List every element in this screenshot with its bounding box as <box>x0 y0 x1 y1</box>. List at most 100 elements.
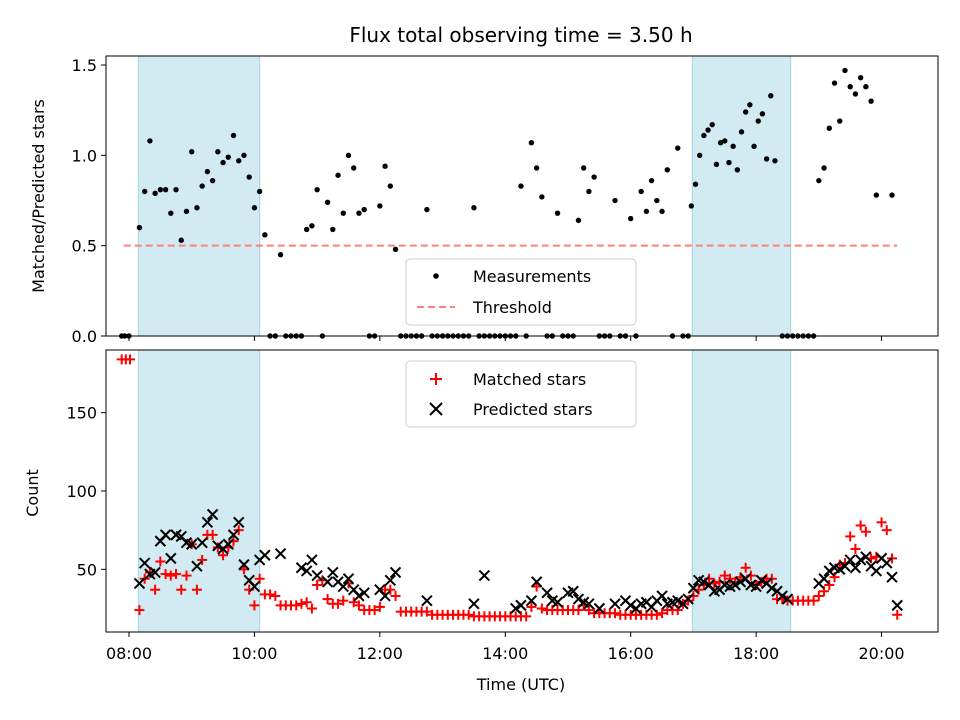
measurement-point <box>147 138 153 144</box>
measurement-point <box>742 109 749 115</box>
y-tick-label: 0.0 <box>72 327 97 346</box>
predicted-star-point <box>567 585 579 597</box>
x-axis-label: Time (UTC) <box>476 675 565 694</box>
predicted-star-point <box>238 558 250 571</box>
measurement-point <box>873 192 880 198</box>
predicted-star-point <box>656 590 668 602</box>
measurement-point <box>303 226 310 233</box>
legend-measurements-label: Measurements <box>473 267 591 286</box>
y-tick-label: 0.5 <box>72 237 97 256</box>
predicted-star-point <box>421 594 433 607</box>
measurement-point <box>241 152 247 159</box>
matched-star-point <box>526 601 537 612</box>
measurement-point <box>755 118 761 124</box>
predicted-star-point <box>834 563 846 576</box>
measurement-point <box>722 138 728 144</box>
matched-star-point <box>536 603 547 614</box>
top-legend-box <box>405 258 637 326</box>
measurement-point <box>345 152 352 159</box>
matched-star-point <box>390 590 401 601</box>
matched-star-point <box>322 594 333 605</box>
predicted-star-point <box>201 516 214 529</box>
measurement-point <box>837 118 843 124</box>
predicted-star-point <box>515 599 527 612</box>
measurement-point <box>591 174 597 180</box>
predicted-star-point <box>593 602 606 615</box>
y-tick-label: 150 <box>66 404 97 423</box>
bottom-panel: 50 100 150 08:00 10:00 12:00 14:00 16:00 18:00 2… <box>23 349 939 694</box>
top-shaded-spans <box>137 56 792 336</box>
matched-star-point <box>740 562 751 573</box>
matched-star-point <box>265 589 276 600</box>
predicted-star-point <box>212 540 224 552</box>
measurement-point <box>236 158 242 164</box>
predicted-star-point <box>530 576 543 588</box>
matched-star-point <box>824 580 835 590</box>
observing-window-span <box>692 56 791 336</box>
measurement-point <box>178 237 184 243</box>
measurement-point <box>141 188 148 195</box>
top-y-axis-label: Matched/Predicted stars <box>29 99 48 293</box>
measurement-point <box>183 208 190 215</box>
measurement-point <box>387 183 394 189</box>
measurement-point <box>852 91 859 97</box>
measurement-point <box>225 154 231 160</box>
predicted-star-point <box>672 594 684 607</box>
matched-star-point <box>291 600 302 611</box>
x-tick-label: 14:00 <box>482 644 528 663</box>
measurement-point <box>726 159 732 166</box>
measurement-point <box>351 165 357 171</box>
matched-star-point <box>144 567 155 578</box>
predicted-star-point <box>729 579 741 591</box>
measurement-point <box>847 84 853 90</box>
predicted-star-point <box>572 593 585 605</box>
measurement-point <box>738 129 745 135</box>
legend-threshold-label: Threshold <box>472 298 552 317</box>
measurement-point <box>189 149 195 155</box>
measurement-point <box>772 158 778 164</box>
measurement-point <box>575 217 582 224</box>
measurement-point <box>659 208 665 215</box>
matched-star-point <box>218 550 229 561</box>
matched-star-point <box>150 584 161 595</box>
matched-star-point <box>160 569 171 580</box>
measurement-point <box>382 163 388 169</box>
measurement-point <box>816 177 822 184</box>
predicted-star-point <box>823 565 836 577</box>
measurement-point <box>857 74 864 81</box>
matched-star-point <box>892 609 903 620</box>
matched-star-point <box>270 590 281 601</box>
predicted-star-point <box>196 536 208 549</box>
predicted-star-point <box>353 590 365 602</box>
measurement-point <box>705 127 711 133</box>
matched-star-point <box>301 597 312 608</box>
measurement-point <box>554 210 561 216</box>
measurement-point <box>377 203 383 209</box>
measurement-point <box>256 188 263 195</box>
measurement-point <box>324 199 331 206</box>
top-y-ticks: 0.0 0.5 1.0 1.5 <box>72 56 106 346</box>
measurement-point <box>173 186 179 193</box>
predicted-star-point <box>583 598 595 610</box>
matched-star-point <box>181 570 192 581</box>
y-tick-label: 1.5 <box>72 56 97 75</box>
predicted-star-point <box>609 598 621 610</box>
y-tick-label: 100 <box>66 482 97 501</box>
observing-window-span <box>138 350 260 632</box>
matched-star-point <box>333 598 344 609</box>
measurement-point <box>675 145 681 151</box>
predicted-star-point <box>274 547 287 560</box>
predicted-star-point <box>854 554 867 566</box>
predicted-star-point <box>342 573 355 585</box>
predicted-star-point <box>327 566 339 579</box>
matched-star-point <box>876 517 887 528</box>
matched-star-point <box>165 570 176 581</box>
measurement-point <box>194 205 200 211</box>
measurement-point <box>424 206 430 213</box>
measurement-point <box>277 252 284 258</box>
matched-star-point <box>463 609 474 620</box>
predicted-star-point <box>222 538 234 550</box>
predicted-star-point <box>311 569 323 582</box>
measurement-point <box>392 246 399 252</box>
measurement-point <box>340 210 346 216</box>
